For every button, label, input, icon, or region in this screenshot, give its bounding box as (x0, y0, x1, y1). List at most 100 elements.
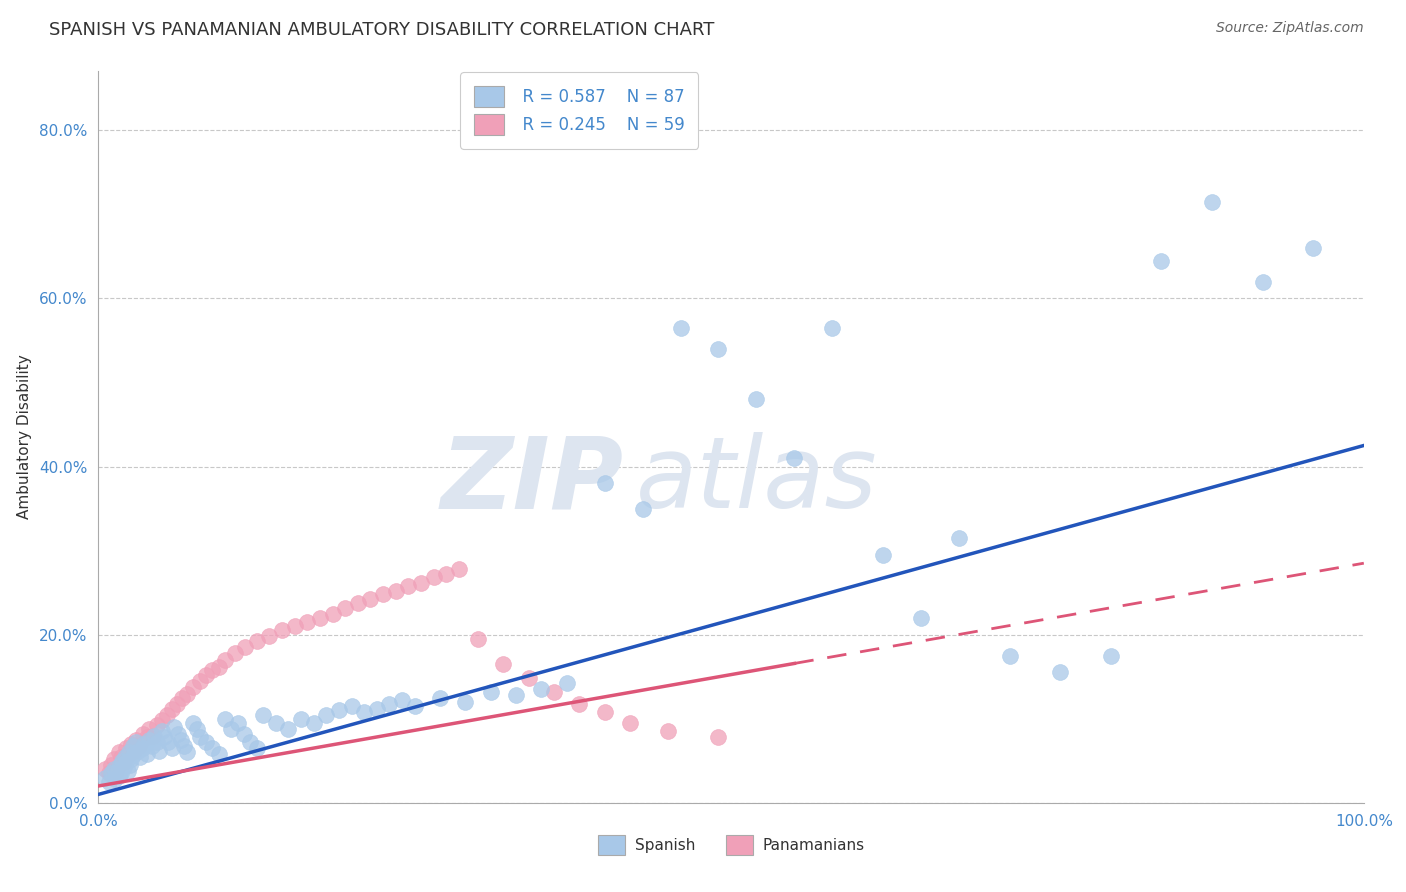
Point (173, 739, 195, 753)
Point (259, 629, 281, 643)
Point (593, 705, 616, 719)
Point (143, 729, 166, 743)
Point (208, 659, 231, 673)
Point (188, 673, 211, 688)
Point (233, 727, 256, 741)
Point (631, 501, 654, 516)
Y-axis label: Ambulatory Disability: Ambulatory Disability (17, 355, 32, 519)
Point (396, 579, 419, 593)
Point (105, 764, 128, 778)
Point (100, 758, 122, 772)
Point (1049, 665, 1071, 680)
Point (125, 735, 148, 749)
Point (208, 747, 231, 761)
Point (132, 727, 155, 741)
Point (166, 697, 188, 711)
Point (160, 741, 183, 756)
Point (176, 745, 198, 759)
Point (543, 685, 565, 699)
Point (156, 707, 179, 722)
Point (194, 735, 218, 749)
Point (277, 722, 299, 736)
Point (114, 749, 136, 764)
Point (371, 587, 394, 601)
Point (1201, 194, 1223, 209)
Point (948, 531, 970, 545)
Point (103, 752, 125, 766)
Point (135, 730, 157, 744)
Point (118, 747, 141, 761)
Point (176, 686, 198, 700)
Point (132, 737, 155, 751)
Point (555, 676, 578, 690)
Point (135, 747, 157, 761)
Point (194, 668, 218, 682)
Point (378, 697, 401, 711)
Text: Source: ZipAtlas.com: Source: ZipAtlas.com (1216, 21, 1364, 35)
Point (157, 735, 180, 749)
Point (821, 320, 844, 334)
Point (104, 772, 127, 787)
Point (239, 735, 262, 749)
Point (97, 774, 120, 789)
Point (669, 320, 692, 334)
Point (145, 718, 167, 732)
Point (321, 607, 344, 621)
Point (404, 699, 426, 714)
Point (346, 596, 368, 610)
Point (568, 697, 591, 711)
Point (121, 739, 143, 753)
Point (201, 663, 224, 677)
Point (107, 764, 129, 778)
Point (353, 705, 375, 719)
Point (153, 730, 176, 744)
Point (309, 611, 332, 625)
Point (297, 615, 319, 629)
Point (111, 754, 134, 768)
Text: ZIP: ZIP (440, 433, 623, 530)
Point (145, 735, 167, 749)
Point (429, 690, 451, 705)
Point (270, 624, 294, 638)
Point (657, 724, 679, 739)
Point (214, 653, 236, 667)
Point (284, 619, 307, 633)
Point (183, 715, 205, 730)
Point (219, 722, 243, 736)
Point (107, 769, 129, 783)
Point (214, 712, 236, 726)
Point (186, 722, 208, 736)
Point (619, 715, 641, 730)
Point (142, 729, 165, 743)
Point (183, 680, 205, 694)
Point (447, 562, 470, 576)
Point (141, 739, 163, 753)
Point (103, 762, 125, 776)
Point (115, 756, 138, 770)
Point (517, 672, 540, 686)
Point (1150, 253, 1173, 268)
Point (167, 727, 190, 741)
Point (492, 657, 515, 671)
Point (93, 771, 117, 785)
Legend: Spanish, Panamanians: Spanish, Panamanians (592, 830, 870, 861)
Point (129, 749, 152, 764)
Point (335, 600, 357, 615)
Point (233, 640, 256, 655)
Point (150, 714, 173, 728)
Point (1251, 275, 1274, 289)
Point (118, 745, 141, 759)
Point (150, 724, 173, 739)
Point (479, 685, 502, 699)
Point (290, 712, 312, 726)
Point (391, 693, 413, 707)
Point (411, 575, 433, 590)
Point (226, 715, 249, 730)
Point (170, 690, 193, 705)
Point (264, 715, 287, 730)
Point (302, 715, 325, 730)
Point (530, 682, 553, 697)
Point (252, 707, 274, 722)
Point (340, 699, 363, 714)
Point (138, 732, 160, 747)
